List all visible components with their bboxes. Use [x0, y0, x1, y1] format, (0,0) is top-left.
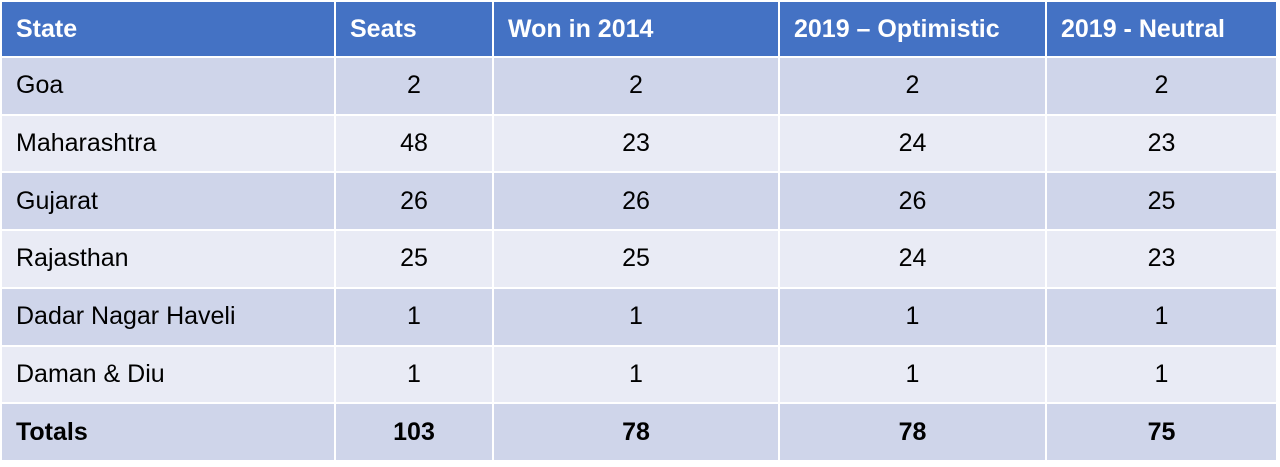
optimistic-cell: 24: [778, 229, 1047, 289]
seats-cell: 1: [334, 286, 494, 347]
state-cell: Daman & Diu: [0, 344, 336, 405]
table-row: Rajasthan 25 25 24 23: [0, 229, 1278, 289]
won-2014-cell: 1: [492, 286, 780, 347]
neutral-cell: 23: [1045, 229, 1278, 289]
table-row: Maharashtra 48 23 24 23: [0, 113, 1278, 174]
seats-cell: 2: [334, 56, 494, 116]
seats-cell: 26: [334, 171, 494, 232]
seats-cell: 1: [334, 344, 494, 405]
optimistic-cell: 1: [778, 344, 1047, 405]
state-cell: Dadar Nagar Haveli: [0, 286, 336, 347]
header-state: State: [0, 0, 336, 58]
won-2014-cell: 26: [492, 171, 780, 232]
seats-cell: 48: [334, 113, 494, 174]
optimistic-cell: 1: [778, 286, 1047, 347]
table-header-row: State Seats Won in 2014 2019 – Optimisti…: [0, 0, 1278, 58]
table-row: Goa 2 2 2 2: [0, 56, 1278, 116]
neutral-cell: 2: [1045, 56, 1278, 116]
state-cell: Maharashtra: [0, 113, 336, 174]
optimistic-cell: 2: [778, 56, 1047, 116]
won-2014-cell: 1: [492, 344, 780, 405]
optimistic-cell: 24: [778, 113, 1047, 174]
state-cell: Goa: [0, 56, 336, 116]
totals-seats: 103: [334, 402, 494, 462]
header-seats: Seats: [334, 0, 494, 58]
totals-label: Totals: [0, 402, 336, 462]
state-cell: Gujarat: [0, 171, 336, 232]
totals-optimistic: 78: [778, 402, 1047, 462]
table-row: Daman & Diu 1 1 1 1: [0, 344, 1278, 405]
header-2019-neutral: 2019 - Neutral: [1045, 0, 1278, 58]
table-row: Dadar Nagar Haveli 1 1 1 1: [0, 286, 1278, 347]
won-2014-cell: 23: [492, 113, 780, 174]
neutral-cell: 23: [1045, 113, 1278, 174]
header-won-2014: Won in 2014: [492, 0, 780, 58]
neutral-cell: 25: [1045, 171, 1278, 232]
neutral-cell: 1: [1045, 286, 1278, 347]
won-2014-cell: 2: [492, 56, 780, 116]
neutral-cell: 1: [1045, 344, 1278, 405]
totals-won-2014: 78: [492, 402, 780, 462]
state-cell: Rajasthan: [0, 229, 336, 289]
optimistic-cell: 26: [778, 171, 1047, 232]
totals-neutral: 75: [1045, 402, 1278, 462]
table-row: Gujarat 26 26 26 25: [0, 171, 1278, 232]
header-2019-optimistic: 2019 – Optimistic: [778, 0, 1047, 58]
won-2014-cell: 25: [492, 229, 780, 289]
totals-row: Totals 103 78 78 75: [0, 402, 1278, 462]
seats-cell: 25: [334, 229, 494, 289]
